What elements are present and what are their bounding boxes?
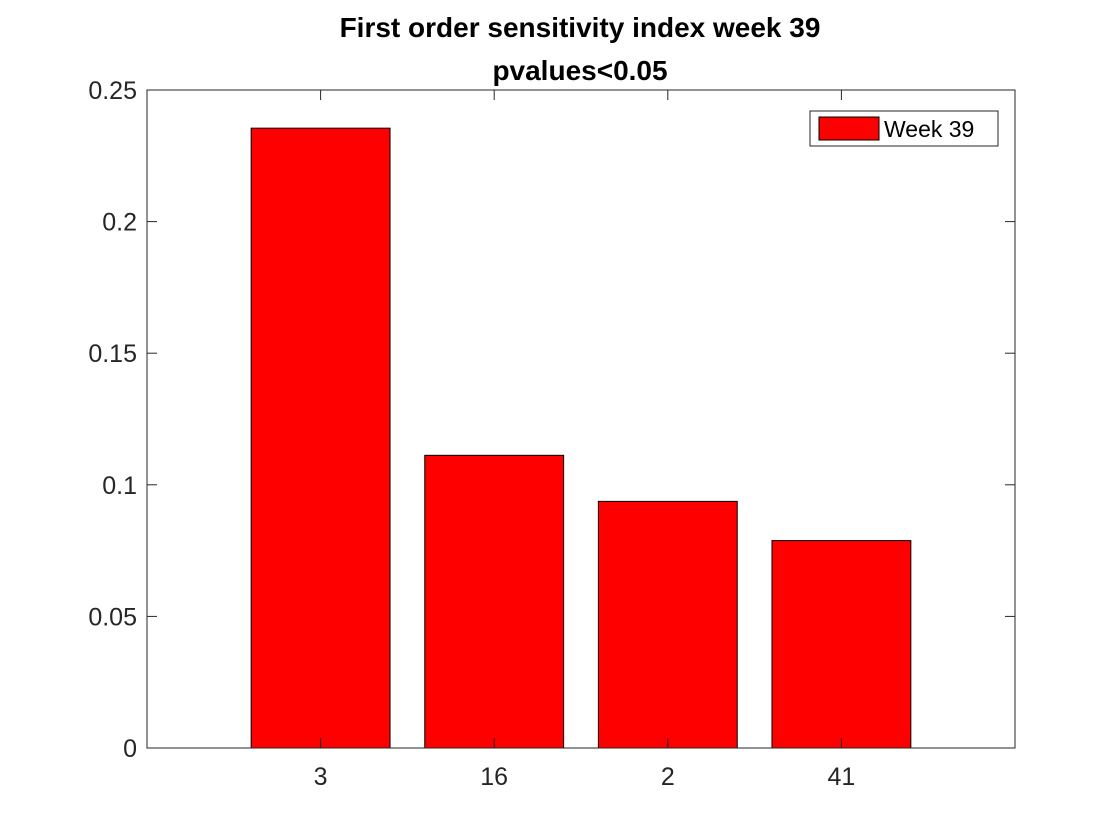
x-tick-label: 3 xyxy=(314,763,328,791)
y-tick-label: 0.2 xyxy=(102,209,137,237)
bar-16 xyxy=(424,454,565,749)
bar-2 xyxy=(597,500,738,749)
bar-3 xyxy=(250,127,391,749)
x-axis: 3 16 2 41 xyxy=(314,90,855,791)
plot-area xyxy=(250,127,912,749)
x-tick-label: 41 xyxy=(827,763,855,791)
chart-title: First order sensitivity index week 39 xyxy=(340,12,821,43)
legend-swatch xyxy=(818,116,880,141)
legend: Week 39 xyxy=(809,110,999,147)
x-tick-label: 16 xyxy=(480,763,508,791)
y-axis: 0 0.05 0.1 0.15 0.2 0.25 xyxy=(88,77,1015,763)
axes-box xyxy=(146,89,1016,749)
y-tick-label: 0.15 xyxy=(88,340,137,368)
y-tick-label: 0.1 xyxy=(102,472,137,500)
y-tick-label: 0.05 xyxy=(88,603,137,631)
bar-41 xyxy=(771,540,912,749)
legend-label: Week 39 xyxy=(884,116,974,142)
x-tick-label: 2 xyxy=(661,763,675,791)
y-tick-label: 0.25 xyxy=(88,77,137,105)
chart-subtitle: pvalues<0.05 xyxy=(492,55,667,86)
y-tick-label: 0 xyxy=(123,735,137,763)
